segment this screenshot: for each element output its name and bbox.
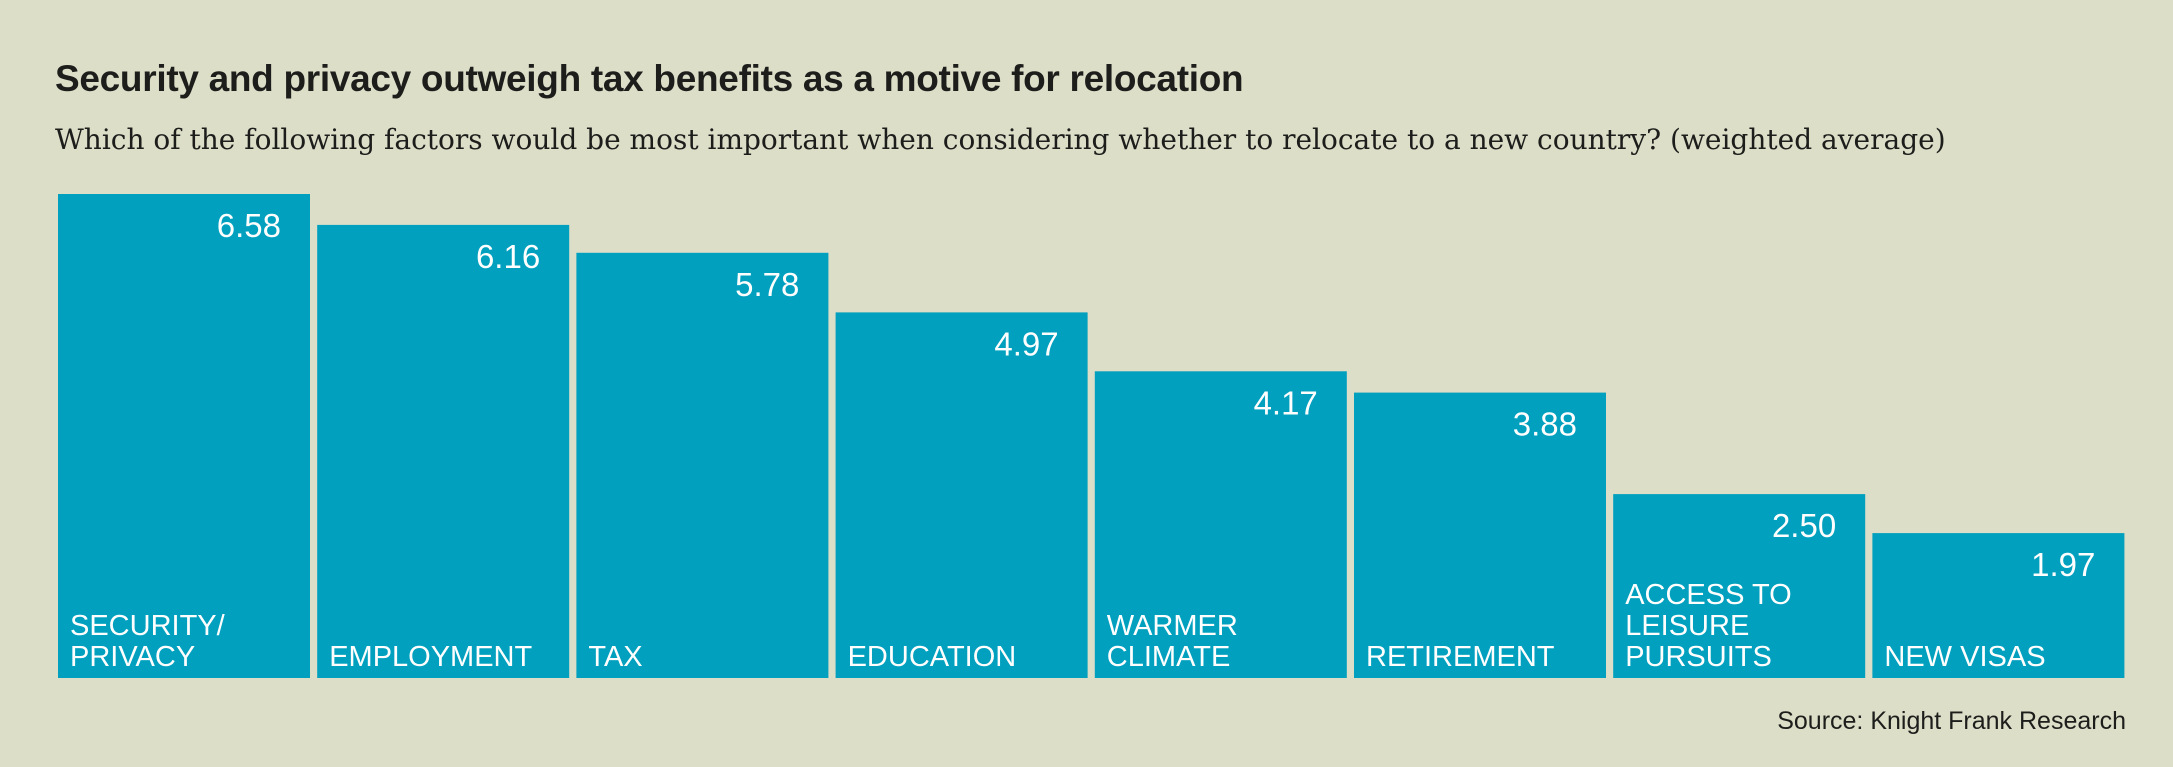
category-label: CLIMATE (1107, 641, 1231, 673)
category-label: EDUCATION (848, 641, 1017, 673)
bar (1613, 494, 1866, 678)
category-label: PURSUITS (1625, 641, 1772, 673)
category-label: ACCESS TO (1625, 579, 1792, 611)
bar-value-label: 4.97 (994, 325, 1058, 362)
category-label: EMPLOYMENT (329, 641, 532, 673)
source-note: Source: Knight Frank Research (1777, 707, 2126, 735)
bar-group: 1.97 NEW VISAS (1872, 533, 2125, 678)
bar-value-label: 2.50 (1772, 507, 1836, 544)
bar-value-label: 5.78 (735, 266, 799, 303)
bar (317, 224, 570, 678)
bar-group: 6.16 EMPLOYMENT (317, 224, 570, 678)
category-label: RETIREMENT (1366, 641, 1555, 673)
bar (835, 312, 1088, 678)
category-label: TAX (588, 641, 642, 673)
bar-value-label: 4.17 (1254, 384, 1318, 421)
bar-value-label: 3.88 (1513, 406, 1577, 443)
bar (1872, 533, 2125, 678)
bar (576, 252, 829, 679)
category-label: SECURITY/ (70, 610, 226, 642)
bar-value-label: 6.58 (217, 207, 281, 244)
bar (58, 194, 310, 678)
chart-title: Security and privacy outweigh tax benefi… (55, 58, 1244, 99)
bar-group: 4.97 EDUCATION (835, 312, 1088, 678)
bar (1094, 371, 1347, 678)
bar-group: 3.88 RETIREMENT (1354, 392, 1606, 678)
category-label: LEISURE (1625, 610, 1749, 642)
chart-subtitle: Which of the following factors would be … (55, 123, 1946, 156)
bar (1354, 392, 1606, 678)
category-label: NEW VISAS (1884, 641, 2045, 673)
bar-group: 6.58 SECURITY/PRIVACY (58, 194, 310, 678)
bar-value-label: 6.16 (476, 238, 540, 275)
category-label: PRIVACY (70, 641, 195, 673)
category-label: WARMER (1107, 610, 1238, 642)
bar-value-label: 1.97 (2031, 546, 2095, 583)
bar-group: 5.78 TAX (576, 252, 829, 679)
